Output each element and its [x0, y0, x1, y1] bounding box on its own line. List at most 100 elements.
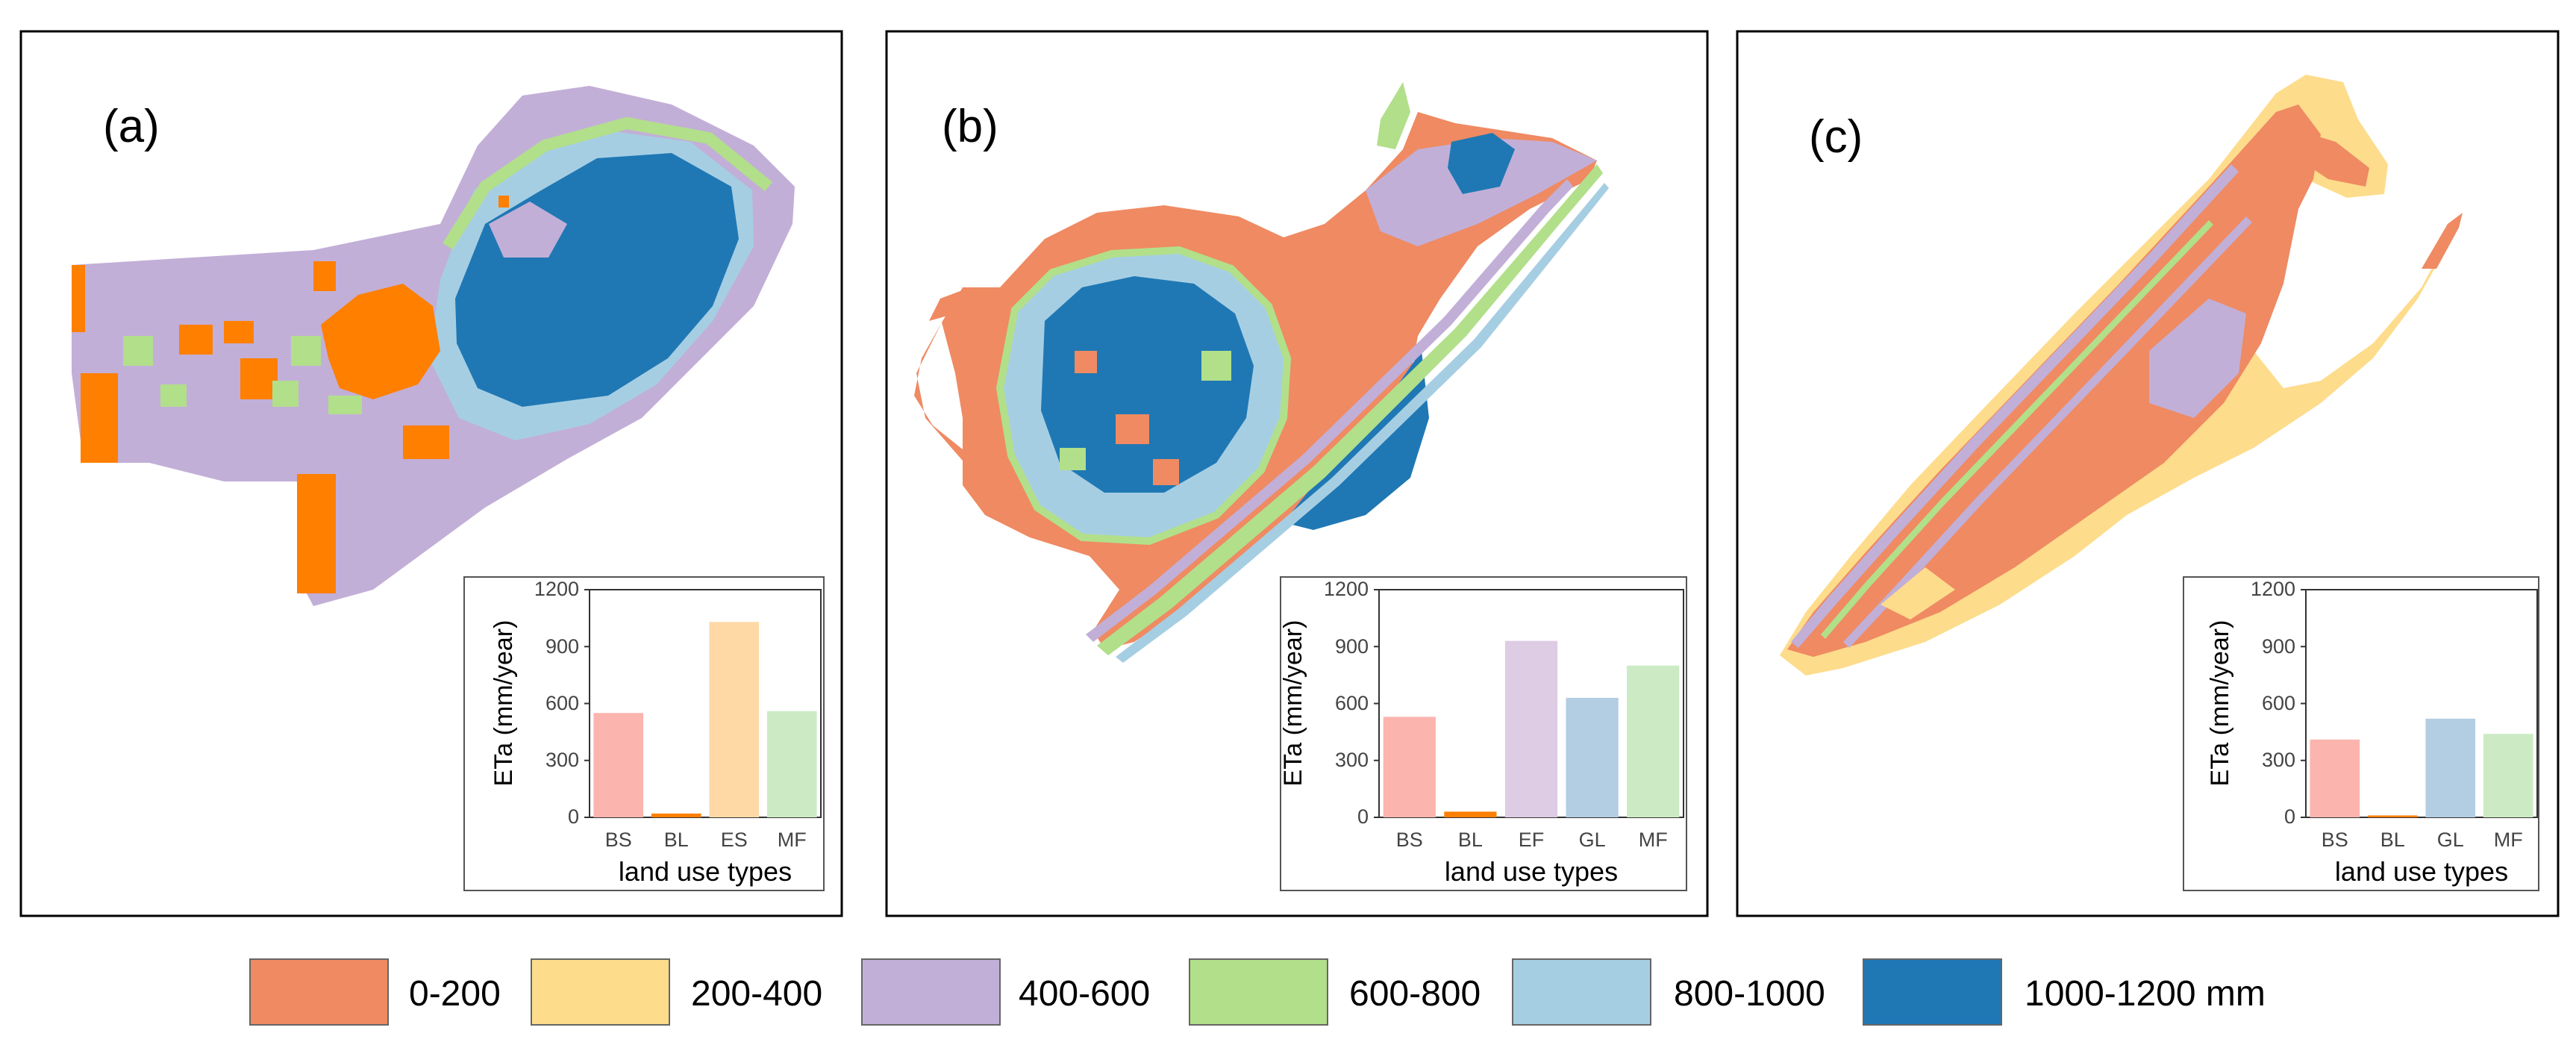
map-b-north-hook	[929, 287, 992, 321]
x-tick-label: MF	[1639, 829, 1668, 851]
y-tick-label: 600	[1335, 692, 1369, 714]
y-tick-label: 600	[2262, 692, 2295, 714]
inset-c-frame	[2183, 576, 2539, 891]
map-c-northeast-salmon	[2298, 131, 2369, 187]
legend-label-800-1000: 800-1000	[1674, 974, 1825, 1014]
panel-c-label: (c)	[1809, 111, 1863, 163]
map-b-runway-lilac	[1086, 179, 1573, 642]
x-tick-label: ES	[721, 829, 748, 851]
legend-swatch-200-400	[531, 958, 670, 1026]
x-tick-label: BS	[2322, 829, 2348, 851]
map-b-northeast-lilac	[1366, 138, 1597, 246]
x-tick-label: BL	[2380, 829, 2405, 851]
legend-swatch-1000-1200	[1863, 958, 2002, 1026]
map-a-green-p4	[328, 396, 362, 414]
y-tick-label: 300	[545, 749, 579, 771]
x-axis-label: land use types	[1445, 856, 1618, 887]
bar	[593, 713, 644, 817]
map-a-orange-p2	[224, 321, 254, 343]
map-b-west-arm	[914, 322, 978, 478]
y-tick-label: 900	[2262, 635, 2295, 658]
y-tick-label: 300	[2262, 749, 2295, 771]
x-tick-label: MF	[778, 829, 807, 851]
panel-a: (a)	[19, 30, 843, 917]
legend-label-400-600: 400-600	[1019, 974, 1150, 1014]
x-tick-label: GL	[2437, 829, 2464, 851]
map-a-green-edge	[443, 116, 773, 250]
map-a-lilac-island	[489, 202, 567, 258]
inset-b: 0 300 600 900 1200 ETa (mm/year) BS BL E…	[1279, 576, 1687, 891]
x-tick-label: MF	[2494, 829, 2523, 851]
y-tick-label: 900	[545, 635, 579, 658]
x-tick-label: BL	[664, 829, 689, 851]
x-axis-label: land use types	[2335, 856, 2508, 887]
map-b-salmon-block1	[1116, 414, 1149, 444]
y-tick-label: 1200	[2251, 578, 2295, 600]
bar	[2483, 734, 2533, 817]
y-axis-label: ETa (mm/year)	[1279, 620, 1307, 787]
inset-a-frame	[463, 576, 825, 891]
bar	[1444, 811, 1497, 818]
legend-label-1000-1200: 1000-1200 mm	[2025, 974, 2266, 1014]
panel-a-map	[72, 86, 795, 606]
map-a-green-p3	[291, 336, 321, 366]
map-a-orange-w1	[72, 265, 85, 332]
map-b-north-green	[1377, 82, 1410, 149]
map-b-green-block1	[1201, 351, 1231, 381]
y-tick-label: 1200	[534, 578, 579, 600]
map-c-lilac-strip1	[1791, 164, 2239, 648]
inset-b-xticks: BS BL EF GL MF	[1396, 829, 1668, 851]
bar	[1383, 717, 1436, 817]
legend-label-200-400: 200-400	[691, 974, 822, 1014]
legend-swatch-600-800	[1189, 958, 1328, 1026]
map-c-east-block	[2149, 299, 2246, 418]
inset-a-xticks: BS BL ES MF	[605, 829, 807, 851]
panel-b: (b)	[885, 30, 1709, 917]
map-c-lilac-strip2	[1843, 216, 2252, 648]
map-a-orange-p1	[179, 325, 213, 355]
map-b-green-block2	[1060, 448, 1086, 470]
map-a-orange-p4	[313, 261, 336, 291]
inset-a-bars	[593, 622, 817, 817]
bar	[709, 622, 760, 817]
map-c-green-strip	[1821, 220, 2213, 639]
inset-c: 0 300 600 900 1200 ETa (mm/year) BS BL G…	[2183, 576, 2539, 891]
map-a-orange-p5	[403, 425, 449, 459]
map-b-salmon-block3	[1075, 351, 1097, 373]
y-tick-label: 0	[2284, 805, 2295, 828]
panel-a-label: (a)	[103, 101, 160, 152]
map-a-orange-w2	[81, 373, 118, 463]
inset-c-yticks: 0 300 600 900 1200	[2251, 578, 2306, 828]
bar	[1627, 665, 1680, 817]
legend: 0-200 200-400 400-600 600-800 800-1000 1…	[249, 958, 2266, 1026]
bar	[2425, 718, 2476, 817]
legend-label-0-200: 0-200	[409, 974, 501, 1014]
bar	[1566, 697, 1619, 818]
inset-a: 0 300 600 900 1200 ETa (mm/year) BS BL E…	[463, 576, 825, 891]
x-tick-label: BS	[605, 829, 632, 851]
map-a-green-p2	[160, 384, 187, 407]
panel-c: (c) 0 300 600 900	[1736, 30, 2560, 917]
bar	[766, 711, 817, 817]
map-c-yellow-inner	[1881, 567, 1955, 620]
legend-label-600-800: 600-800	[1349, 974, 1481, 1014]
inset-c-xticks: BS BL GL MF	[2322, 829, 2523, 851]
panel-c-map	[1780, 75, 2463, 676]
y-tick-label: 300	[1335, 749, 1369, 771]
inset-a-yticks: 0 300 600 900 1200	[534, 578, 590, 828]
bar	[2310, 739, 2360, 817]
map-c-salmon-arm	[2422, 213, 2463, 269]
x-tick-label: BL	[1458, 829, 1483, 851]
y-tick-label: 900	[1335, 635, 1369, 658]
map-a-orange-s	[297, 474, 336, 593]
x-tick-label: BS	[1396, 829, 1423, 851]
inset-c-bars	[2310, 718, 2533, 817]
bar	[2367, 815, 2418, 817]
legend-swatch-400-600	[861, 958, 1001, 1026]
bar	[651, 813, 701, 817]
y-axis-label: ETa (mm/year)	[490, 620, 518, 787]
inset-b-frame	[1280, 576, 1687, 891]
map-a-green-p5	[272, 381, 298, 407]
map-b-circle-blue	[1041, 276, 1254, 493]
